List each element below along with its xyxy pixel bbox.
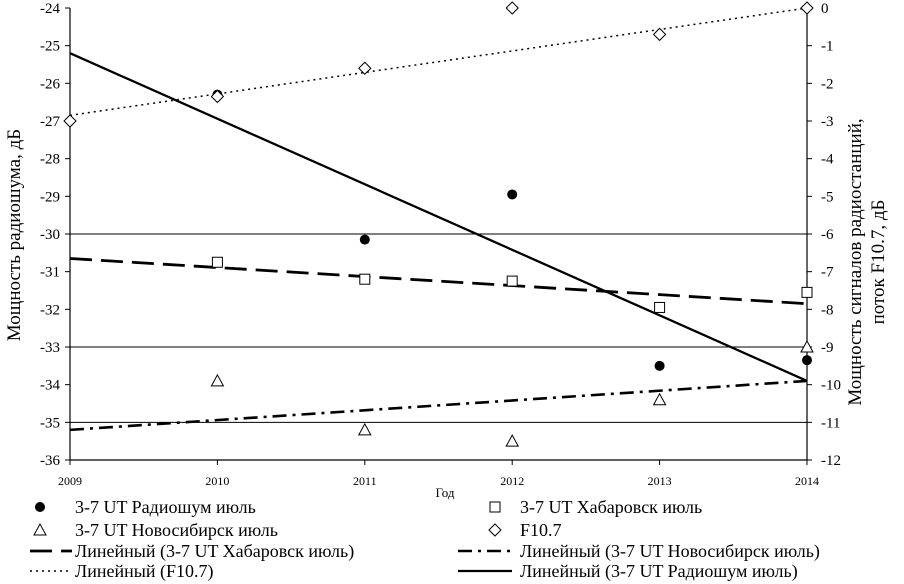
legend-label: Линейный (F10.7) [75,561,213,582]
khabarovsk-point [506,275,518,287]
right-tick-label: -3 [821,114,834,130]
left-tick-label: -29 [40,189,60,205]
left-tick-label: -31 [40,265,60,281]
legend-label: 3-7 UT Радиошум июль [75,497,256,517]
noise-point [654,360,665,371]
left-tick-label: -32 [40,302,60,318]
novosibirsk-point [357,422,372,436]
noise-point [359,234,370,245]
right-tick-label: -4 [821,152,834,168]
f107-point [800,1,814,15]
trendline [69,257,808,306]
legend-label: Линейный (3-7 UT Хабаровск июль) [75,541,354,562]
novosibirsk-point [652,392,667,406]
khabarovsk-point [654,301,666,313]
legend-label: F10.7 [520,520,562,540]
trendline [69,379,808,432]
right-tick-label: -6 [821,227,834,243]
legend-marker-symbol [35,502,45,512]
right-tick-label: -2 [821,76,834,92]
f107-point [210,89,225,104]
right-tick-label: 0 [821,1,829,17]
legend-marker-symbol [488,523,502,537]
right-tick-label: -10 [821,378,841,394]
legend-label: 3-7 UT Новосибирск июль [75,520,278,540]
legend-label: 3-7 UT Хабаровск июль [520,497,702,517]
right-tick-label: -5 [821,189,834,205]
right-tick-label: -9 [821,340,834,356]
f107-point [358,61,372,75]
legend-marker-symbol [489,501,501,513]
left-tick-label: -24 [40,1,60,17]
noise-point [507,189,518,200]
noise-point [802,355,812,366]
data-points [63,1,814,447]
right-tick-label: -8 [821,302,834,318]
left-tick-label: -28 [40,152,60,168]
trendline [69,7,808,117]
f107-point [505,1,519,15]
left-tick-label: -35 [40,415,60,431]
x-axis-title: Год [435,485,454,500]
khabarovsk-point [801,286,813,298]
f107-point [63,114,77,128]
x-tick-label: 2014 [795,474,819,488]
khabarovsk-point [211,256,223,268]
x-tick-label: 2013 [648,474,672,488]
novosibirsk-point [210,373,225,387]
x-tick-label: 2009 [58,474,82,488]
left-y-axis: -24 -25 -26 -27 -28 -29 -30 -31 -32 -33 -34 -35 -36 [40,1,70,469]
x-tick-label: 2010 [205,474,229,488]
left-y-axis-title: Мощность радиошума, дБ [4,129,25,341]
right-tick-label: -11 [821,415,840,431]
x-axis: 2009 2010 2011 2012 2013 2014 [58,460,819,488]
novosibirsk-point [800,339,814,353]
left-tick-label: -30 [40,227,60,243]
khabarovsk-point [359,273,371,285]
legend-label: Линейный (3-7 UT Радиошум июль) [520,561,798,582]
x-tick-label: 2011 [353,474,377,488]
left-tick-label: -34 [40,378,60,394]
legend-marker-symbol [33,522,47,536]
left-tick-label: -26 [40,76,60,92]
f107-point [652,27,667,42]
left-tick-label: -27 [40,114,60,130]
right-y-axis-title-line2: поток F10.7, дБ [868,200,889,325]
gridlines [70,233,807,423]
trendline [69,52,808,382]
right-y-axis: 0 -1 -2 -3 -4 -5 -6 -7 -8 -9 -10 -11 -12 [807,1,841,469]
legend: 3-7 UT Радиошум июль 3-7 UT Хабаровск июл… [30,497,820,582]
left-tick-label: -36 [40,453,60,469]
right-y-axis-title-line1: Мощность сигналов радиостанций, [845,118,866,405]
left-tick-label: -33 [40,340,60,356]
right-tick-label: -12 [821,453,841,469]
left-tick-label: -25 [40,39,60,55]
legend-label: Линейный (3-7 UT Новосибирск июль) [520,541,820,562]
right-tick-label: -7 [821,265,834,281]
novosibirsk-point [505,434,520,447]
right-tick-label: -1 [821,39,834,55]
trendlines [69,7,808,432]
x-tick-label: 2012 [500,474,524,488]
